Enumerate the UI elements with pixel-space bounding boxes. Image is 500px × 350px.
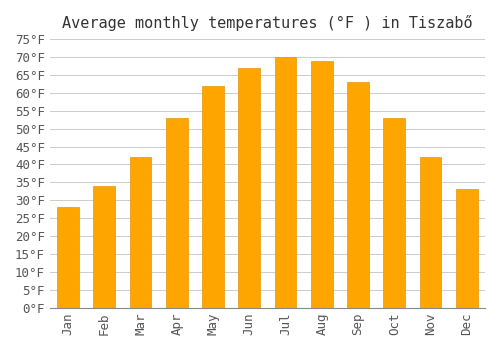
Title: Average monthly temperatures (°F ) in Tiszabő: Average monthly temperatures (°F ) in Ti… — [62, 15, 472, 31]
Bar — [347, 82, 369, 308]
Bar — [456, 189, 477, 308]
Bar — [274, 57, 296, 308]
Bar — [57, 208, 79, 308]
Bar — [238, 68, 260, 308]
Bar — [384, 118, 405, 308]
Bar — [94, 186, 115, 308]
Bar — [311, 61, 332, 308]
Bar — [130, 157, 152, 308]
Bar — [202, 86, 224, 308]
Bar — [166, 118, 188, 308]
Bar — [420, 157, 442, 308]
